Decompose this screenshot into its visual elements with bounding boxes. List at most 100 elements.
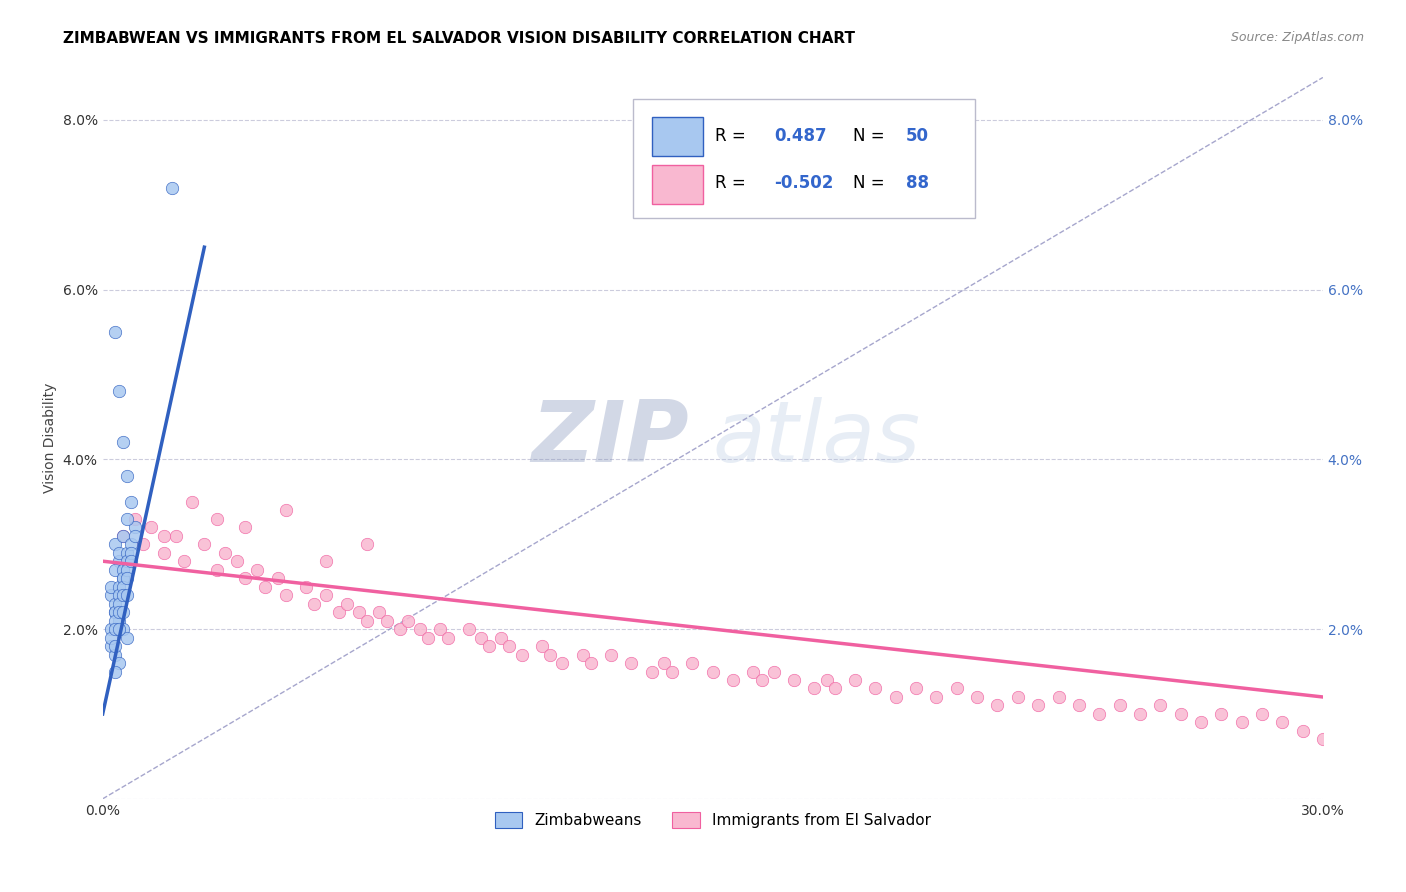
Point (124, 529, 146, 543)
Point (538, 648, 561, 662)
Point (437, 631, 460, 645)
Point (104, 665, 127, 679)
Point (120, 546, 142, 560)
Point (681, 656, 703, 670)
Point (315, 588, 337, 602)
Point (721, 673, 744, 687)
Point (762, 665, 785, 679)
Point (152, 546, 174, 560)
Text: 88: 88 (905, 175, 928, 193)
Point (104, 614, 127, 628)
Point (111, 588, 134, 602)
Text: 50: 50 (905, 127, 928, 145)
Point (111, 563, 134, 577)
FancyBboxPatch shape (652, 165, 703, 203)
Point (295, 580, 318, 594)
Point (368, 605, 391, 619)
Point (115, 571, 138, 585)
Point (111, 571, 134, 585)
Point (193, 537, 215, 551)
Point (1230, 715, 1253, 730)
Point (815, 673, 838, 687)
Point (160, 181, 183, 195)
Text: R =: R = (716, 127, 747, 145)
Point (100, 639, 122, 653)
Point (141, 520, 163, 534)
Point (1088, 706, 1111, 721)
Point (457, 622, 479, 636)
Point (824, 681, 846, 696)
Point (104, 325, 127, 339)
Point (702, 665, 724, 679)
Point (111, 622, 134, 636)
Point (108, 597, 131, 611)
Point (173, 554, 195, 568)
Text: ZIMBABWEAN VS IMMIGRANTS FROM EL SALVADOR VISION DISABILITY CORRELATION CHART: ZIMBABWEAN VS IMMIGRANTS FROM EL SALVADO… (63, 31, 855, 46)
Point (205, 563, 228, 577)
Point (115, 588, 138, 602)
Point (120, 537, 142, 551)
Point (108, 384, 131, 399)
Point (1067, 698, 1090, 713)
Point (865, 681, 887, 696)
Point (1026, 698, 1049, 713)
Point (246, 563, 269, 577)
Point (491, 631, 513, 645)
Point (111, 571, 134, 585)
Text: Source: ZipAtlas.com: Source: ZipAtlas.com (1230, 31, 1364, 45)
Point (1047, 690, 1070, 704)
Point (946, 681, 969, 696)
Point (108, 588, 131, 602)
Text: -0.502: -0.502 (773, 175, 834, 193)
Point (115, 469, 138, 483)
Point (1189, 715, 1212, 730)
Legend: Zimbabweans, Immigrants from El Salvador: Zimbabweans, Immigrants from El Salvador (488, 806, 936, 835)
Point (884, 690, 907, 704)
Point (100, 631, 122, 645)
Point (328, 605, 350, 619)
FancyBboxPatch shape (634, 99, 976, 219)
Point (181, 495, 204, 509)
Point (108, 554, 131, 568)
Point (274, 588, 297, 602)
Point (1170, 706, 1192, 721)
Point (551, 656, 574, 670)
Point (620, 656, 643, 670)
Point (579, 656, 602, 670)
Point (100, 580, 122, 594)
Point (111, 580, 134, 594)
Text: atlas: atlas (713, 397, 921, 480)
Point (347, 605, 370, 619)
Point (986, 698, 1008, 713)
Point (104, 622, 127, 636)
Point (925, 690, 948, 704)
Point (104, 639, 127, 653)
Point (124, 520, 146, 534)
Point (100, 622, 122, 636)
Point (111, 529, 134, 543)
Point (661, 665, 683, 679)
Point (1250, 706, 1272, 721)
Point (254, 580, 277, 594)
Point (108, 546, 131, 560)
Y-axis label: Vision Disability: Vision Disability (44, 383, 58, 493)
Point (111, 529, 134, 543)
Point (205, 512, 228, 526)
Point (104, 597, 127, 611)
Point (132, 537, 155, 551)
Point (1149, 698, 1171, 713)
Point (429, 622, 451, 636)
Point (104, 537, 127, 551)
Point (233, 520, 256, 534)
Point (751, 673, 773, 687)
Text: N =: N = (853, 175, 884, 193)
Point (120, 554, 142, 568)
Point (652, 656, 675, 670)
Point (165, 529, 187, 543)
Point (104, 563, 127, 577)
Point (905, 681, 928, 696)
Text: ZIP: ZIP (530, 397, 689, 480)
Point (783, 673, 806, 687)
Point (966, 690, 988, 704)
Point (115, 631, 138, 645)
